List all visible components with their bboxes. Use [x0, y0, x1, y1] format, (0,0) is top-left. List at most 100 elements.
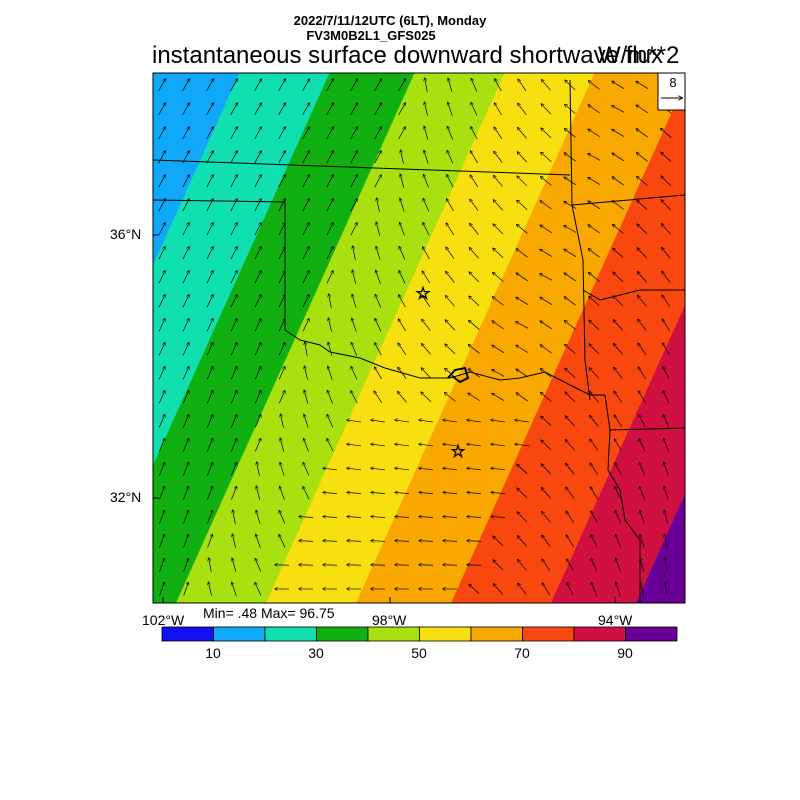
- wind-arrow: [374, 175, 382, 188]
- colorbar-swatch: [213, 626, 266, 642]
- wind-arrow: [665, 558, 668, 572]
- wind-arrow: [374, 103, 382, 116]
- wind-arrow: [639, 415, 646, 428]
- wind-arrow: [207, 510, 212, 524]
- svg-text:☆: ☆: [415, 284, 430, 303]
- wind-arrow: [374, 127, 382, 140]
- wind-arrow: [424, 126, 429, 140]
- wind-arrow: [371, 541, 386, 542]
- wind-arrow: [566, 535, 574, 548]
- wind-arrow: [616, 582, 621, 596]
- wind-arrow: [515, 444, 529, 447]
- wind-arrow: [377, 198, 380, 212]
- wind-arrow: [206, 103, 214, 116]
- wind-arrow: [565, 321, 576, 330]
- wind-arrow: [230, 175, 238, 188]
- wind-arrow: [278, 319, 285, 332]
- wind-arrow: [183, 463, 188, 476]
- wind-arrow: [613, 225, 624, 234]
- wind-arrow: [303, 487, 310, 500]
- wind-arrow: [639, 463, 646, 476]
- wind-arrow: [329, 294, 332, 308]
- wind-arrow: [232, 582, 237, 596]
- wind-arrow: [353, 246, 356, 260]
- wind-arrow: [230, 295, 237, 308]
- wind-arrow: [422, 295, 431, 307]
- wind-arrow: [302, 199, 309, 212]
- wind-arrow: [446, 223, 455, 236]
- wind-arrow: [470, 175, 479, 188]
- wind-arrow: [588, 105, 600, 114]
- wind-arrow: [347, 541, 362, 542]
- wind-arrow: [447, 175, 454, 188]
- wind-arrow: [564, 177, 577, 186]
- wind-arrow: [350, 79, 358, 92]
- wind-arrow: [564, 153, 576, 162]
- wind-arrow: [588, 154, 601, 161]
- wind-arrow: [612, 177, 624, 186]
- wind-arrow: [639, 439, 646, 452]
- wind-arrow: [351, 391, 358, 404]
- wind-arrow: [516, 322, 529, 329]
- wind-arrow: [395, 541, 410, 542]
- wind-arrow: [255, 583, 262, 596]
- wind-arrow: [615, 463, 622, 476]
- wind-arrow: [182, 247, 189, 260]
- reference-vector-label: 8: [669, 75, 676, 90]
- wind-arrow: [351, 343, 357, 356]
- wind-arrow: [183, 510, 188, 524]
- wind-arrow: [470, 199, 479, 211]
- wind-arrow: [542, 559, 551, 571]
- wind-arrow: [612, 81, 625, 89]
- wind-arrow: [400, 150, 404, 164]
- wind-arrow: [564, 297, 576, 306]
- wind-arrow: [493, 536, 504, 547]
- wind-arrow: [663, 367, 670, 380]
- wind-arrow: [278, 199, 285, 212]
- wind-arrow: [566, 464, 575, 475]
- wind-arrow: [206, 79, 214, 92]
- wind-arrow: [231, 463, 236, 476]
- wind-arrow: [398, 79, 406, 92]
- wind-arrow: [615, 535, 621, 548]
- colorbar-tick-50: 50: [411, 645, 427, 661]
- wind-arrow: [542, 583, 551, 596]
- wind-arrow: [206, 175, 214, 188]
- wind-arrow: [491, 420, 505, 423]
- wind-arrow: [518, 103, 527, 115]
- wind-arrow: [664, 462, 669, 476]
- lat-tick-32n: 32°N: [110, 489, 142, 505]
- wind-arrow: [326, 271, 333, 284]
- wind-arrow: [327, 439, 334, 452]
- wind-arrow: [615, 511, 622, 524]
- wind-arrow: [540, 321, 553, 330]
- wind-arrow: [424, 102, 428, 116]
- wind-arrow: [614, 344, 623, 355]
- wind-arrow: [352, 294, 357, 308]
- wind-arrow: [182, 175, 190, 188]
- wind-arrow: [304, 390, 309, 404]
- wind-arrow: [469, 320, 480, 330]
- wind-arrow: [278, 79, 286, 92]
- wind-arrow: [302, 271, 309, 284]
- wind-arrow: [491, 492, 506, 493]
- wind-arrow: [398, 103, 406, 116]
- wind-arrow: [661, 128, 672, 138]
- wind-arrow: [662, 295, 671, 307]
- wind-arrow: [302, 151, 310, 164]
- wind-arrow: [375, 295, 382, 308]
- wind-arrow: [279, 535, 286, 548]
- wind-arrow: [541, 392, 552, 402]
- wind-arrow: [516, 249, 528, 258]
- wind-arrow: [351, 367, 358, 380]
- wind-arrow: [612, 129, 625, 137]
- wind-arrow: [517, 464, 528, 474]
- wind-arrow: [232, 534, 236, 548]
- wind-arrow: [423, 174, 429, 188]
- wind-arrow: [588, 129, 601, 138]
- wind-arrow: [469, 248, 479, 259]
- wind-arrow: [230, 439, 236, 452]
- wind-arrow: [516, 369, 529, 378]
- wind-arrow: [347, 516, 362, 517]
- wind-arrow: [399, 295, 406, 308]
